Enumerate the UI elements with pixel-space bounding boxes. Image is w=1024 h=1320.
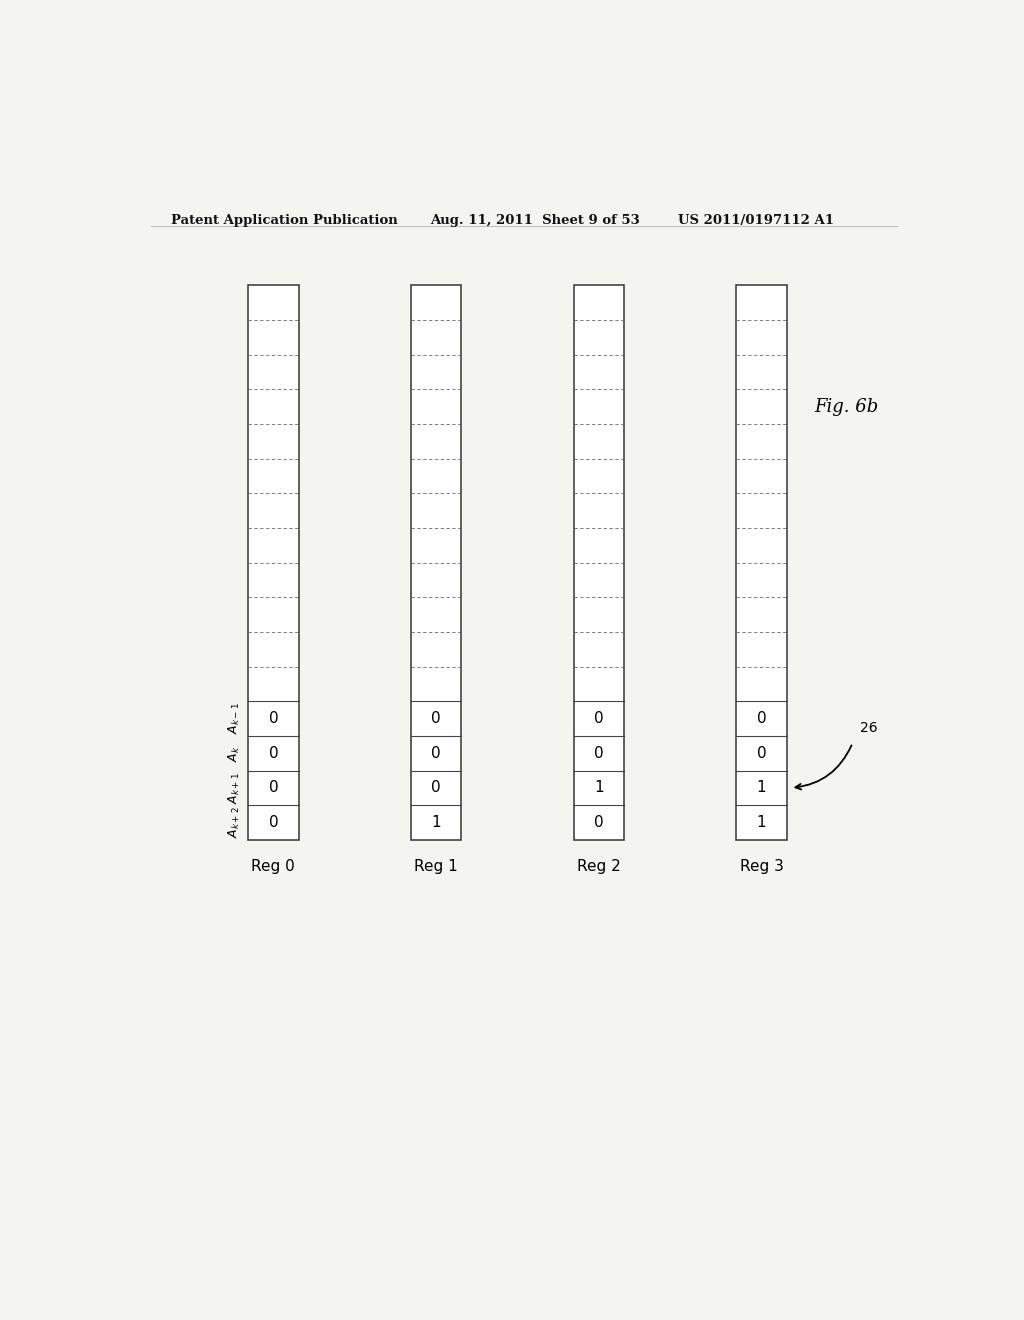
Bar — [736, 285, 786, 840]
Bar — [248, 285, 299, 840]
Text: Reg 2: Reg 2 — [577, 859, 621, 874]
Text: 26: 26 — [860, 721, 878, 735]
Text: 1: 1 — [757, 780, 766, 796]
Text: 0: 0 — [757, 711, 766, 726]
Text: 0: 0 — [268, 814, 279, 830]
Text: 0: 0 — [594, 814, 603, 830]
Text: Aug. 11, 2011  Sheet 9 of 53: Aug. 11, 2011 Sheet 9 of 53 — [430, 214, 640, 227]
Text: 0: 0 — [268, 746, 279, 760]
Text: $A_k$: $A_k$ — [227, 744, 242, 762]
Text: Reg 3: Reg 3 — [739, 859, 783, 874]
Text: 0: 0 — [431, 711, 441, 726]
Text: 0: 0 — [594, 711, 603, 726]
Text: 1: 1 — [431, 814, 441, 830]
Text: $A_{k+1}$: $A_{k+1}$ — [227, 772, 242, 804]
Text: 1: 1 — [757, 814, 766, 830]
Text: US 2011/0197112 A1: US 2011/0197112 A1 — [678, 214, 835, 227]
Text: $A_{k-1}$: $A_{k-1}$ — [227, 702, 242, 734]
Text: $A_{k+2}$: $A_{k+2}$ — [227, 807, 242, 838]
Text: 0: 0 — [268, 780, 279, 796]
Text: Reg 1: Reg 1 — [414, 859, 458, 874]
Text: 0: 0 — [431, 746, 441, 760]
Text: 0: 0 — [268, 711, 279, 726]
Text: 0: 0 — [431, 780, 441, 796]
Bar — [411, 285, 461, 840]
Text: Fig. 6b: Fig. 6b — [814, 397, 879, 416]
Text: Reg 0: Reg 0 — [252, 859, 295, 874]
Text: 0: 0 — [757, 746, 766, 760]
Bar — [573, 285, 624, 840]
Text: Patent Application Publication: Patent Application Publication — [171, 214, 397, 227]
Text: 0: 0 — [594, 746, 603, 760]
Text: 1: 1 — [594, 780, 603, 796]
